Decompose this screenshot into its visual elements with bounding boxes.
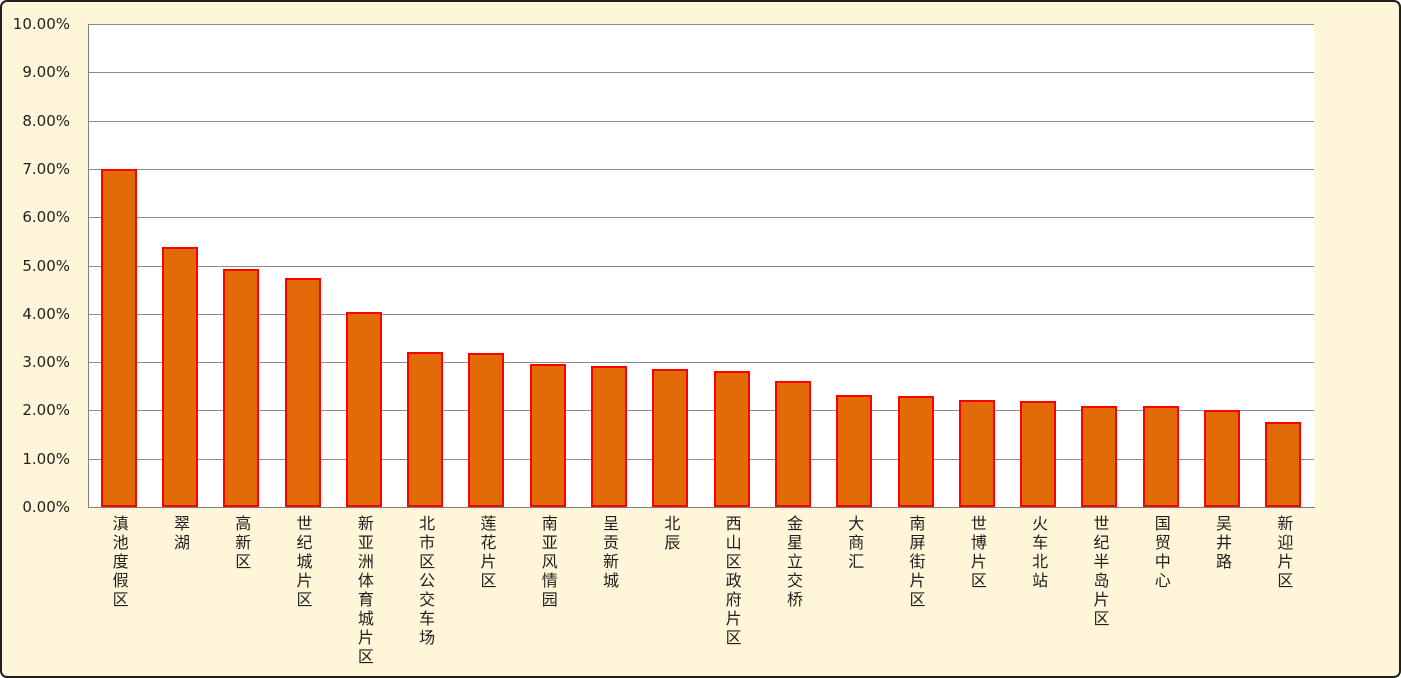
x-axis-category-label: 翠湖 <box>170 515 190 553</box>
bar <box>1142 406 1179 507</box>
bar <box>774 381 811 507</box>
y-axis-tick-label: 10.00% <box>12 15 70 33</box>
bar <box>345 312 382 507</box>
bar <box>529 364 566 507</box>
bar <box>1020 401 1057 507</box>
gridline <box>88 24 1314 25</box>
gridline <box>88 410 1314 412</box>
y-axis-tick-label: 8.00% <box>22 111 70 130</box>
y-axis-tick-label: 2.00% <box>22 401 70 420</box>
bar <box>100 169 137 507</box>
x-axis-category-label: 金星立交桥 <box>783 515 803 610</box>
x-axis-category-label: 火车北站 <box>1029 515 1049 591</box>
bar <box>713 371 750 507</box>
bar <box>836 395 873 507</box>
bar <box>897 396 934 507</box>
gridline <box>88 362 1314 364</box>
gridline <box>88 458 1314 460</box>
x-axis-category-label: 新亚洲体育城片区 <box>354 515 374 667</box>
x-axis-category-label: 新迎片区 <box>1274 515 1294 591</box>
x-axis-labels: 滇池度假区 翠湖 高新区 世纪城片区 新亚洲体育城片区 北市区公交车场 莲花片区 南亚风情园 呈… <box>88 515 1314 676</box>
x-axis-category-label: 南亚风情园 <box>538 515 558 610</box>
bar <box>652 369 689 507</box>
x-axis-category-label: 世博片区 <box>967 515 987 591</box>
x-axis-category-label: 滇池度假区 <box>109 515 129 610</box>
y-axis-tick-label: 4.00% <box>22 304 70 323</box>
x-axis-category-label: 大商汇 <box>845 515 865 572</box>
bar <box>958 400 995 507</box>
x-axis-category-label: 国贸中心 <box>1151 515 1171 591</box>
x-axis-category-label: 世纪半岛片区 <box>1090 515 1110 629</box>
bar <box>1265 422 1302 507</box>
y-axis-labels: 0.00% 1.00% 2.00% 3.00% 4.00% 5.00% 6.00% 7.00%… <box>2 15 70 516</box>
gridline <box>88 120 1314 122</box>
gridline <box>88 313 1314 315</box>
y-axis-tick-label: 7.00% <box>22 159 70 178</box>
gridline <box>88 217 1314 219</box>
x-axis-category-label: 北市区公交车场 <box>416 515 436 648</box>
bar <box>591 366 628 507</box>
gridline <box>88 265 1314 267</box>
bar <box>468 353 505 507</box>
gridline <box>88 72 1314 74</box>
x-axis-category-label: 高新区 <box>232 515 252 572</box>
y-axis-tick-label: 3.00% <box>22 353 70 372</box>
y-axis-tick-label: 6.00% <box>22 208 70 227</box>
bar <box>223 269 260 507</box>
x-axis-category-label: 世纪城片区 <box>293 515 313 610</box>
y-axis-tick-label: 5.00% <box>22 256 70 275</box>
y-axis-tick-label: 1.00% <box>22 449 70 468</box>
plot-area <box>88 24 1314 507</box>
x-axis-category-label: 呈贡新城 <box>600 515 620 591</box>
x-axis-category-label: 西山区政府片区 <box>722 515 742 648</box>
y-axis-tick-label: 0.00% <box>22 498 70 516</box>
bar <box>161 247 198 507</box>
x-axis-category-label: 莲花片区 <box>477 515 497 591</box>
bar <box>407 352 444 507</box>
x-axis-category-label: 吴井路 <box>1213 515 1233 572</box>
bar <box>1204 410 1241 507</box>
x-axis-category-label: 北辰 <box>661 515 681 553</box>
gridline <box>88 168 1314 170</box>
y-axis-line <box>88 24 89 508</box>
x-axis-line <box>88 507 1315 508</box>
x-axis-category-label: 南屏街片区 <box>906 515 926 610</box>
bar <box>1081 406 1118 507</box>
y-axis-tick-label: 9.00% <box>22 63 70 82</box>
bar <box>284 278 321 507</box>
